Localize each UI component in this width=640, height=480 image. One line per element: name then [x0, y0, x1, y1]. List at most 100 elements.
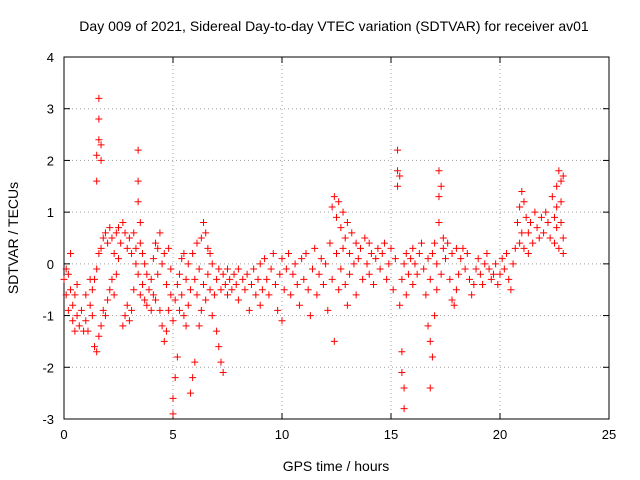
data-point-304 — [479, 281, 487, 289]
y-tick-label--3: -3 — [42, 412, 54, 427]
data-point-52 — [115, 255, 122, 263]
data-point-226 — [356, 244, 364, 252]
data-point-154 — [226, 275, 234, 283]
data-point-67 — [132, 260, 140, 268]
data-point-119 — [184, 301, 192, 309]
data-point-278 — [435, 167, 443, 175]
data-point-179 — [278, 255, 286, 263]
data-point-223 — [352, 239, 360, 247]
data-point-137 — [204, 270, 212, 278]
data-point-277 — [433, 260, 441, 268]
data-point-21 — [88, 312, 96, 320]
data-point-150 — [219, 270, 227, 278]
data-point-231 — [365, 239, 373, 247]
data-point-191 — [302, 250, 310, 258]
data-point-250 — [398, 368, 406, 376]
data-point-198 — [317, 255, 325, 263]
data-point-193 — [306, 312, 314, 320]
data-point-318 — [509, 260, 517, 268]
data-point-192 — [304, 286, 312, 294]
data-point-55 — [119, 218, 127, 226]
x-tick-label-20: 20 — [493, 427, 507, 442]
data-point-80 — [143, 270, 151, 278]
data-point-9 — [71, 291, 79, 299]
data-point-70 — [134, 198, 142, 206]
data-point-267 — [424, 255, 432, 263]
data-point-241 — [387, 244, 395, 252]
data-point-262 — [413, 270, 421, 278]
data-point-253 — [400, 384, 408, 392]
data-point-301 — [472, 265, 480, 273]
data-point-88 — [152, 296, 160, 304]
y-tick-label-0: 0 — [47, 257, 54, 272]
data-point-27 — [93, 177, 101, 185]
data-point-308 — [487, 275, 495, 283]
data-point-37 — [97, 244, 105, 252]
data-point-236 — [376, 265, 384, 273]
data-point-79 — [141, 260, 149, 268]
data-point-235 — [374, 244, 382, 252]
data-point-309 — [489, 270, 497, 278]
data-point-284 — [439, 244, 447, 252]
data-point-54 — [117, 239, 125, 247]
data-point-74 — [136, 239, 144, 247]
x-tick-label-10: 10 — [275, 427, 289, 442]
data-point-303 — [476, 270, 484, 278]
data-point-246 — [394, 146, 402, 154]
data-point-171 — [261, 255, 269, 263]
data-point-298 — [465, 275, 473, 283]
data-point-353 — [559, 172, 567, 180]
data-point-29 — [95, 115, 103, 123]
data-point-155 — [228, 286, 236, 294]
data-point-286 — [444, 239, 452, 247]
data-point-218 — [343, 301, 351, 309]
y-tick-label-1: 1 — [47, 205, 54, 220]
data-point-260 — [409, 281, 417, 289]
data-point-96 — [160, 250, 168, 258]
data-point-269 — [426, 384, 434, 392]
data-point-317 — [507, 286, 515, 294]
data-point-202 — [326, 239, 334, 247]
data-point-110 — [176, 270, 184, 278]
data-point-182 — [282, 265, 290, 273]
data-point-22 — [88, 286, 96, 294]
data-point-319 — [511, 244, 519, 252]
data-point-299 — [468, 291, 476, 299]
data-point-145 — [215, 265, 223, 273]
data-point-128 — [195, 322, 203, 330]
data-point-57 — [121, 229, 129, 237]
data-points — [60, 94, 567, 418]
data-point-132 — [200, 218, 208, 226]
data-point-341 — [551, 213, 558, 221]
data-point-38 — [99, 306, 107, 314]
data-point-73 — [136, 218, 144, 226]
data-point-266 — [422, 291, 430, 299]
data-point-221 — [348, 229, 356, 237]
data-point-102 — [167, 265, 175, 273]
data-point-311 — [494, 281, 502, 289]
data-point-273 — [428, 250, 436, 258]
data-point-77 — [138, 250, 146, 258]
data-point-249 — [398, 348, 406, 356]
data-point-208 — [333, 250, 340, 258]
data-point-17 — [82, 291, 90, 299]
data-point-129 — [195, 265, 203, 273]
data-point-40 — [101, 312, 109, 320]
data-point-169 — [256, 301, 264, 309]
data-point-84 — [147, 306, 155, 314]
data-point-86 — [149, 291, 157, 299]
data-point-160 — [239, 275, 247, 283]
data-point-162 — [243, 270, 251, 278]
data-point-288 — [448, 296, 456, 304]
data-point-166 — [252, 291, 260, 299]
data-point-18 — [84, 327, 92, 335]
data-point-3 — [64, 306, 72, 314]
data-point-43 — [104, 239, 112, 247]
data-point-177 — [274, 306, 282, 314]
data-point-92 — [156, 306, 164, 314]
data-point-130 — [197, 306, 205, 314]
data-point-24 — [91, 275, 99, 283]
data-point-113 — [178, 291, 186, 299]
data-point-45 — [106, 224, 114, 232]
data-point-190 — [300, 275, 308, 283]
